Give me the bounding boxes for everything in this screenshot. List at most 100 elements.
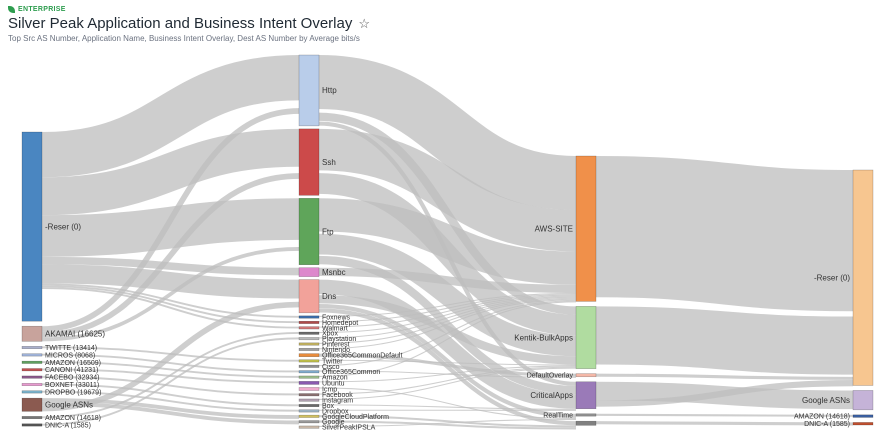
sankey-node-s5[interactable] bbox=[21, 360, 43, 364]
sankey-link-s11-a9[interactable] bbox=[41, 332, 300, 419]
sankey-link-a10-b1[interactable] bbox=[318, 297, 577, 339]
sankey-node-s2[interactable] bbox=[21, 325, 43, 342]
sankey-link-a11-b1[interactable] bbox=[318, 298, 577, 344]
sankey-link-a3-b2[interactable] bbox=[318, 233, 577, 357]
sankey-node-s1[interactable] bbox=[21, 131, 43, 322]
sankey-link-s1-a6[interactable] bbox=[41, 283, 300, 318]
sankey-link-s1-a1[interactable] bbox=[41, 55, 300, 178]
sankey-link-a12-b1[interactable] bbox=[318, 299, 577, 350]
sankey-link-s2-a3[interactable] bbox=[41, 247, 300, 342]
sankey-node-d2[interactable] bbox=[852, 390, 874, 411]
sankey-link-s5-a17[interactable] bbox=[41, 361, 300, 378]
sankey-link-a3-b1[interactable] bbox=[318, 198, 577, 285]
sankey-link-a5-b4[interactable] bbox=[318, 279, 577, 409]
sankey-link-b6-d4[interactable] bbox=[595, 421, 854, 426]
sankey-node-a1[interactable] bbox=[298, 54, 320, 127]
sankey-link-a1-b1[interactable] bbox=[318, 54, 577, 210]
sankey-node-a17[interactable] bbox=[298, 375, 320, 379]
sankey-node-a3[interactable] bbox=[298, 198, 320, 266]
sankey-node-a7[interactable] bbox=[298, 320, 320, 324]
sankey-node-a14[interactable] bbox=[298, 359, 320, 363]
sankey-link-s1-a2[interactable] bbox=[41, 128, 300, 216]
sankey-link-s2-a2[interactable] bbox=[41, 173, 300, 338]
sankey-node-a10[interactable] bbox=[298, 337, 320, 341]
sankey-link-s2-a1[interactable] bbox=[41, 108, 300, 332]
sankey-link-s1-a8[interactable] bbox=[41, 287, 300, 329]
sankey-link-s8-a22[interactable] bbox=[41, 383, 300, 407]
sankey-link-b4-d1[interactable] bbox=[595, 380, 854, 407]
sankey-link-s12-a10[interactable] bbox=[41, 337, 300, 426]
sankey-node-b2[interactable] bbox=[575, 306, 597, 369]
sankey-node-d4[interactable] bbox=[852, 422, 874, 426]
sankey-node-d1[interactable] bbox=[852, 169, 874, 386]
sankey-node-d3[interactable] bbox=[852, 414, 874, 418]
sankey-link-a6-b1[interactable] bbox=[318, 293, 577, 317]
sankey-link-s7-a20[interactable] bbox=[41, 375, 300, 396]
sankey-node-a9[interactable] bbox=[298, 331, 320, 335]
sankey-link-a24-b6[interactable] bbox=[318, 415, 577, 428]
sankey-node-a11[interactable] bbox=[298, 342, 320, 346]
sankey-node-s11[interactable] bbox=[21, 416, 43, 420]
sankey-link-s1-a7[interactable] bbox=[41, 285, 300, 324]
sankey-link-s4-a16[interactable] bbox=[41, 353, 300, 373]
sankey-link-s1-a5[interactable] bbox=[41, 264, 300, 299]
sankey-node-a25[interactable] bbox=[298, 420, 320, 424]
sankey-node-b3[interactable] bbox=[575, 373, 597, 378]
sankey-link-a5-b6[interactable] bbox=[318, 308, 577, 426]
sankey-link-a26-b5[interactable] bbox=[318, 418, 577, 427]
sankey-node-s10[interactable] bbox=[21, 397, 43, 412]
sankey-link-s1-a3[interactable] bbox=[41, 198, 300, 257]
sankey-link-a2-b1[interactable] bbox=[318, 128, 577, 252]
sankey-node-a18[interactable] bbox=[298, 381, 320, 385]
sankey-node-a15[interactable] bbox=[298, 364, 320, 368]
sankey-link-a3-b4[interactable] bbox=[318, 255, 577, 395]
sankey-link-a18-b2[interactable] bbox=[318, 365, 577, 383]
sankey-link-a7-b1[interactable] bbox=[318, 294, 577, 323]
sankey-node-a19[interactable] bbox=[298, 387, 320, 391]
sankey-link-a21-b2[interactable] bbox=[318, 367, 577, 400]
sankey-link-a19-b5[interactable] bbox=[318, 387, 577, 419]
sankey-link-a15-b1[interactable] bbox=[318, 300, 577, 367]
sankey-node-s4[interactable] bbox=[21, 353, 43, 357]
sankey-node-a23[interactable] bbox=[298, 409, 320, 413]
sankey-link-a25-b6[interactable] bbox=[318, 420, 577, 430]
sankey-node-b4[interactable] bbox=[575, 381, 597, 410]
sankey-link-b5-d3[interactable] bbox=[595, 413, 854, 417]
sankey-link-b1-d1[interactable] bbox=[595, 155, 854, 312]
sankey-link-b3-d1[interactable] bbox=[595, 373, 854, 380]
sankey-node-a8[interactable] bbox=[298, 326, 320, 330]
sankey-node-a16[interactable] bbox=[298, 370, 320, 374]
sankey-link-a22-b4[interactable] bbox=[318, 404, 577, 410]
sankey-node-a26[interactable] bbox=[298, 425, 320, 429]
sankey-node-a22[interactable] bbox=[298, 404, 320, 407]
sankey-link-s9-a23[interactable] bbox=[41, 390, 300, 412]
sankey-node-a4[interactable] bbox=[298, 267, 320, 277]
sankey-node-s6[interactable] bbox=[21, 368, 43, 372]
sankey-node-s12[interactable] bbox=[21, 423, 43, 427]
sankey-node-a21[interactable] bbox=[298, 398, 320, 402]
sankey-node-a5[interactable] bbox=[298, 279, 320, 314]
sankey-link-b2-d1[interactable] bbox=[595, 306, 854, 375]
sankey-link-s10-a24[interactable] bbox=[41, 398, 300, 419]
sankey-link-a5-b2[interactable] bbox=[318, 295, 577, 365]
sankey-node-a6[interactable] bbox=[298, 315, 320, 319]
sankey-link-s1-a4[interactable] bbox=[41, 256, 300, 276]
sankey-link-a4-b1[interactable] bbox=[318, 267, 577, 294]
sankey-node-b5[interactable] bbox=[575, 413, 597, 417]
sankey-node-s3[interactable] bbox=[21, 346, 43, 349]
sankey-link-a9-b1[interactable] bbox=[318, 296, 577, 334]
sankey-link-a14-b2[interactable] bbox=[318, 359, 577, 366]
sankey-link-a8-b1[interactable] bbox=[318, 295, 577, 328]
sankey-node-a20[interactable] bbox=[298, 393, 320, 397]
sankey-node-a24[interactable] bbox=[298, 414, 320, 418]
sankey-link-a13-b3[interactable] bbox=[318, 353, 577, 377]
sankey-node-s7[interactable] bbox=[21, 375, 43, 379]
sankey-node-a2[interactable] bbox=[298, 128, 320, 196]
sankey-link-a20-b2[interactable] bbox=[318, 366, 577, 395]
sankey-node-s8[interactable] bbox=[21, 383, 43, 386]
sankey-node-a13[interactable] bbox=[298, 353, 320, 357]
sankey-node-s9[interactable] bbox=[21, 390, 43, 394]
sankey-link-s10-a5[interactable] bbox=[41, 301, 300, 412]
sankey-node-b6[interactable] bbox=[575, 420, 597, 426]
star-icon[interactable]: ☆ bbox=[358, 15, 371, 31]
